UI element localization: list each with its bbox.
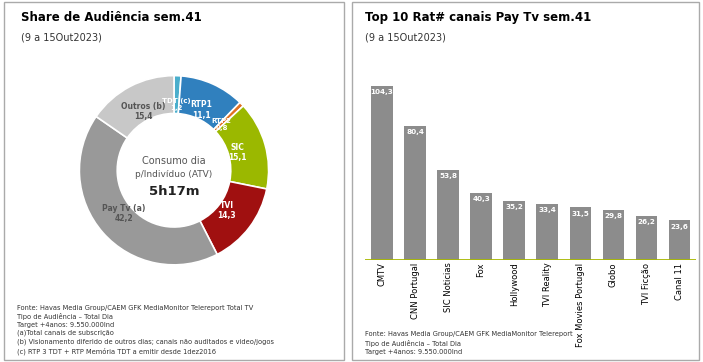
Text: (9 a 15Out2023): (9 a 15Out2023) (20, 32, 101, 42)
Text: (9 a 15Out2023): (9 a 15Out2023) (366, 32, 446, 42)
Text: Share de Audiência sem.41: Share de Audiência sem.41 (20, 11, 201, 24)
Text: Fonte: Havas Media Group/CAEM GFK MediaMonitor Telereport Total TV
Tipo de Audiê: Fonte: Havas Media Group/CAEM GFK MediaM… (17, 304, 274, 355)
Text: Fonte: Havas Media Group/CAEM GFK MediaMonitor Telereport
Tipo de Audiência – To: Fonte: Havas Media Group/CAEM GFK MediaM… (366, 332, 573, 355)
Text: Top 10 Rat# canais Pay Tv sem.41: Top 10 Rat# canais Pay Tv sem.41 (366, 11, 592, 24)
